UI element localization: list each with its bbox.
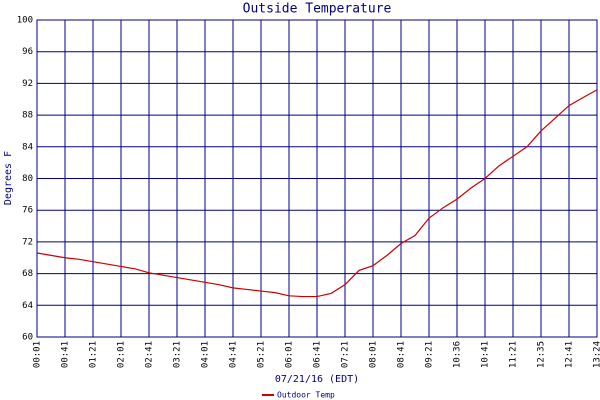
x-tick-label: 10:36 [453,341,463,368]
x-tick-label: 00:01 [33,341,43,368]
x-tick-label: 03:21 [173,341,183,368]
x-tick-label: 07:21 [341,341,351,368]
line [36,89,598,298]
x-tick-label: 10:41 [481,341,491,368]
x-tick-label: 02:41 [145,341,155,368]
legend-label: Outdoor Temp [277,391,335,400]
x-tick-label: 04:41 [229,341,239,368]
x-tick-label: 09:21 [425,341,435,368]
y-tick-label: 60 [22,333,33,343]
x-tick-label: 06:01 [285,341,295,368]
chart-title: Outside Temperature [243,2,392,17]
y-tick-label: 64 [22,301,33,311]
x-tick-label: 12:41 [565,341,575,368]
y-tick-label: 88 [22,111,33,121]
x-tick-label: 08:41 [397,341,407,368]
x-tick-label: 11:21 [509,341,519,368]
x-tick-label: 06:41 [313,341,323,368]
x-axis-label: 07/21/16 (EDT) [275,374,359,385]
y-tick-label: 68 [22,269,33,279]
y-tick-label: 76 [22,206,33,216]
x-tick-label: 13:24 [593,341,600,368]
y-tick-label: 96 [22,47,33,57]
y-tick-label: 92 [22,79,33,89]
y-tick-label: 80 [22,174,33,184]
x-tick-label: 12:35 [537,341,547,368]
x-tick-label: 05:21 [257,341,267,368]
x-tick-label: 01:21 [89,341,99,368]
x-tick-label: 02:01 [117,341,127,368]
y-axis-label: Degrees F [3,151,14,205]
x-tick-label: 08:01 [369,341,379,368]
x-tick-label: 00:41 [61,341,71,368]
x-tick-label: 04:01 [201,341,211,368]
y-tick-label: 84 [22,142,33,152]
y-tick-label: 72 [22,237,33,247]
y-tick-label: 100 [17,16,33,26]
